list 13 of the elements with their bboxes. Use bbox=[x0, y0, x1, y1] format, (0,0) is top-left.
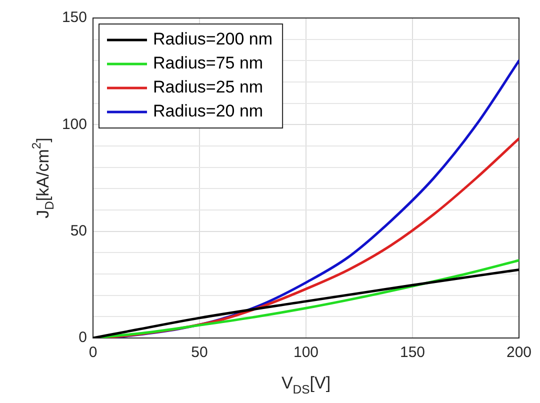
legend-label: Radius=25 nm bbox=[153, 78, 264, 97]
legend-label: Radius=75 nm bbox=[153, 54, 264, 73]
y-axis-title: JD[kA/cm2] bbox=[30, 138, 56, 218]
x-tick-label: 50 bbox=[191, 344, 208, 362]
legend-label: Radius=20 nm bbox=[153, 102, 264, 121]
y-tick-label: 100 bbox=[62, 116, 87, 133]
legend-label: Radius=200 nm bbox=[153, 30, 273, 49]
x-tick-label: 100 bbox=[293, 344, 319, 362]
y-tick-label: 50 bbox=[70, 222, 87, 240]
y-tick-label: 0 bbox=[78, 329, 87, 346]
x-tick-label: 150 bbox=[400, 344, 426, 362]
y-tick-label: 150 bbox=[62, 9, 87, 26]
x-tick-label: 200 bbox=[506, 344, 532, 362]
